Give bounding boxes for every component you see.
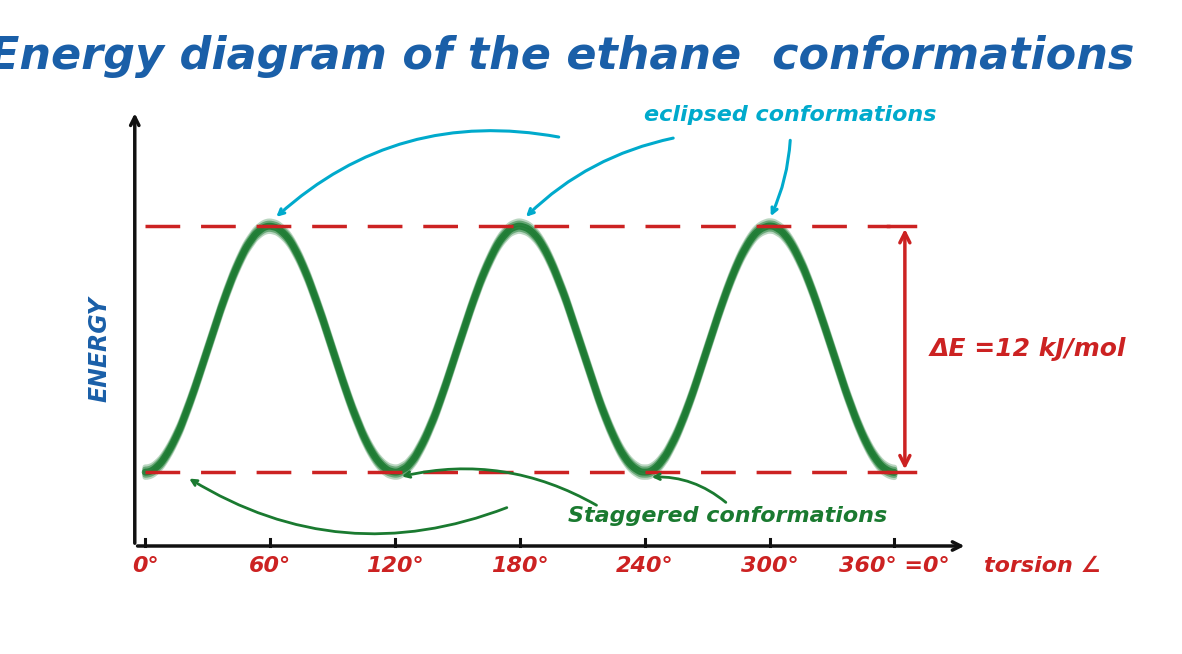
Text: Energy diagram of the ethane  conformations: Energy diagram of the ethane conformatio… (0, 35, 1135, 78)
Text: ENERGY: ENERGY (87, 296, 111, 402)
Text: 120°: 120° (366, 556, 424, 576)
Text: eclipsed conformations: eclipsed conformations (644, 105, 936, 126)
Text: Staggered conformations: Staggered conformations (569, 506, 888, 526)
Text: 180°: 180° (491, 556, 548, 576)
Text: 240°: 240° (616, 556, 674, 576)
Text: torsion ∠: torsion ∠ (983, 556, 1100, 576)
Text: 0°: 0° (132, 556, 158, 576)
Text: ΔE =12 kJ/mol: ΔE =12 kJ/mol (930, 337, 1126, 361)
Text: 360° =0°: 360° =0° (839, 556, 950, 576)
Text: 60°: 60° (249, 556, 291, 576)
Text: 300°: 300° (741, 556, 798, 576)
